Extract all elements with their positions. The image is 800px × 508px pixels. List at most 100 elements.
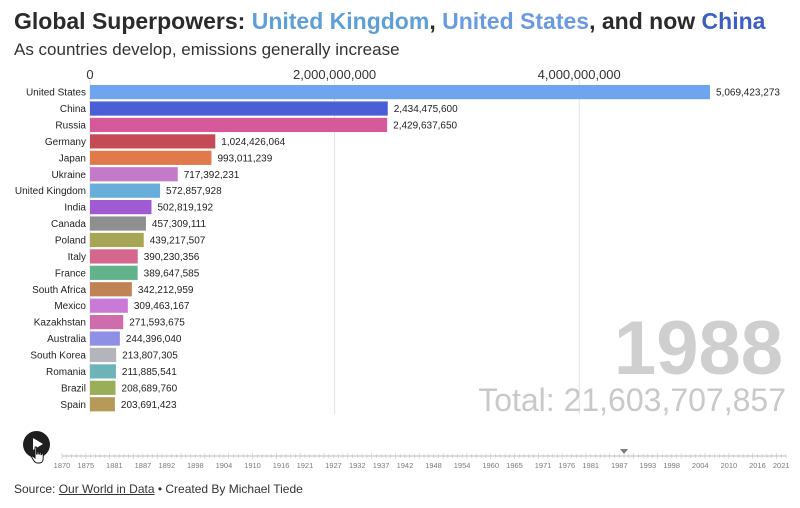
title-us: United States bbox=[442, 8, 590, 34]
timeline-marker[interactable] bbox=[620, 449, 629, 454]
play-button[interactable] bbox=[23, 431, 50, 458]
value-label-16: 213,807,305 bbox=[122, 350, 178, 361]
timeline-label-12: 1937 bbox=[373, 461, 390, 470]
title-sep-1: , bbox=[429, 8, 443, 34]
value-label-6: 572,857,928 bbox=[166, 186, 222, 197]
category-label-6: United Kingdom bbox=[15, 186, 86, 197]
timeline-label-5: 1898 bbox=[187, 461, 204, 470]
value-label-9: 439,217,507 bbox=[150, 235, 206, 246]
value-label-11: 389,647,585 bbox=[144, 268, 200, 279]
value-label-18: 208,689,760 bbox=[122, 383, 178, 394]
bar-11 bbox=[90, 265, 138, 280]
category-label-13: Mexico bbox=[54, 301, 86, 312]
bar-9 bbox=[90, 232, 144, 248]
category-label-8: Canada bbox=[51, 219, 86, 230]
category-label-1: China bbox=[60, 104, 87, 115]
timeline-label-7: 1910 bbox=[244, 461, 261, 470]
bar-1 bbox=[90, 101, 388, 116]
timeline-label-15: 1954 bbox=[454, 461, 471, 470]
source-suffix: • Created By Michael Tiede bbox=[154, 482, 303, 496]
bar-10 bbox=[90, 249, 138, 264]
source-link[interactable]: Our World in Data bbox=[58, 482, 155, 496]
bar-0 bbox=[90, 85, 710, 100]
title-cn: China bbox=[701, 8, 766, 34]
value-label-4: 993,011,239 bbox=[217, 153, 272, 164]
bar-4 bbox=[90, 150, 212, 165]
timeline-label-13: 1942 bbox=[397, 461, 414, 470]
timeline-label-18: 1971 bbox=[535, 461, 552, 470]
bar-2 bbox=[90, 117, 388, 133]
category-label-11: France bbox=[55, 268, 87, 279]
value-label-14: 271,593,675 bbox=[129, 318, 185, 329]
x-tick-label-2: 4,000,000,000 bbox=[538, 67, 621, 82]
category-label-7: India bbox=[64, 203, 86, 214]
timeline-label-14: 1948 bbox=[425, 461, 442, 470]
value-label-3: 1,024,426,064 bbox=[221, 137, 285, 148]
timeline-label-26: 2016 bbox=[749, 461, 766, 470]
timeline-label-3: 1887 bbox=[135, 461, 152, 470]
bar-3 bbox=[90, 134, 216, 149]
value-label-15: 244,396,040 bbox=[126, 334, 182, 345]
timeline-label-1: 1875 bbox=[77, 461, 94, 470]
category-label-10: Italy bbox=[68, 252, 86, 263]
year-display: 1988 bbox=[614, 306, 783, 391]
timeline-label-20: 1981 bbox=[582, 461, 599, 470]
source-footer: Source: Our World in Data • Created By M… bbox=[14, 482, 303, 496]
value-label-12: 342,212,959 bbox=[138, 285, 194, 296]
timeline-label-19: 1976 bbox=[559, 461, 576, 470]
timeline-label-8: 1916 bbox=[273, 461, 290, 470]
bar-18 bbox=[90, 380, 116, 395]
value-label-8: 457,309,111 bbox=[152, 219, 207, 230]
x-tick-label-1: 2,000,000,000 bbox=[293, 67, 376, 82]
x-tick-label-0: 0 bbox=[86, 67, 93, 82]
category-label-18: Brazil bbox=[61, 383, 86, 394]
bar-7 bbox=[90, 200, 152, 215]
value-label-1: 2,434,475,600 bbox=[394, 104, 458, 115]
value-label-13: 309,463,167 bbox=[134, 301, 190, 312]
chart-subtitle: As countries develop, emissions generall… bbox=[14, 40, 400, 59]
timeline-label-11: 1932 bbox=[349, 461, 366, 470]
timeline-label-25: 2010 bbox=[720, 461, 737, 470]
bar-5 bbox=[90, 167, 178, 182]
timeline-label-16: 1960 bbox=[482, 461, 499, 470]
category-label-0: United States bbox=[26, 88, 86, 99]
bar-15 bbox=[90, 331, 120, 346]
timeline-label-6: 1904 bbox=[216, 461, 233, 470]
timeline-label-22: 1993 bbox=[640, 461, 657, 470]
timeline-label-0: 1870 bbox=[54, 461, 71, 470]
bar-6 bbox=[90, 183, 161, 198]
category-label-5: Ukraine bbox=[52, 170, 87, 181]
value-label-0: 5,069,423,273 bbox=[716, 88, 780, 99]
source-prefix: Source: bbox=[14, 482, 59, 496]
category-label-19: Spain bbox=[60, 400, 86, 411]
timeline-label-24: 2004 bbox=[692, 461, 709, 470]
bar-8 bbox=[90, 216, 146, 231]
bar-19 bbox=[90, 397, 115, 412]
category-label-15: Australia bbox=[47, 334, 86, 345]
value-label-7: 502,819,192 bbox=[157, 203, 213, 214]
timeline-label-27: 2021 bbox=[773, 461, 790, 470]
chart-title: Global Superpowers: United Kingdom, Unit… bbox=[14, 8, 765, 35]
bar-17 bbox=[90, 364, 116, 379]
bar-14 bbox=[90, 315, 124, 330]
title-prefix: Global Superpowers: bbox=[14, 8, 252, 34]
title-uk: United Kingdom bbox=[251, 8, 430, 34]
timeline-label-9: 1921 bbox=[297, 461, 314, 470]
category-label-12: South Africa bbox=[32, 285, 86, 296]
timeline-label-21: 1987 bbox=[611, 461, 628, 470]
category-label-14: Kazakhstan bbox=[34, 318, 86, 329]
play-icon bbox=[33, 438, 43, 450]
category-label-3: Germany bbox=[45, 137, 86, 148]
value-label-17: 211,885,541 bbox=[122, 367, 177, 378]
bar-16 bbox=[90, 347, 117, 363]
value-label-5: 717,392,231 bbox=[184, 170, 240, 181]
timeline-label-17: 1965 bbox=[506, 461, 523, 470]
title-sep-2: , and now bbox=[589, 8, 702, 34]
bar-12 bbox=[90, 282, 132, 297]
value-label-2: 2,429,637,650 bbox=[393, 120, 457, 131]
year-timeline[interactable]: 1870 1875 1881 1887 1892 1898 1904 1910 1916 1921… bbox=[0, 446, 800, 476]
hand-cursor-icon bbox=[31, 446, 44, 464]
timeline-label-23: 1998 bbox=[663, 461, 680, 470]
value-label-10: 390,230,356 bbox=[144, 252, 200, 263]
